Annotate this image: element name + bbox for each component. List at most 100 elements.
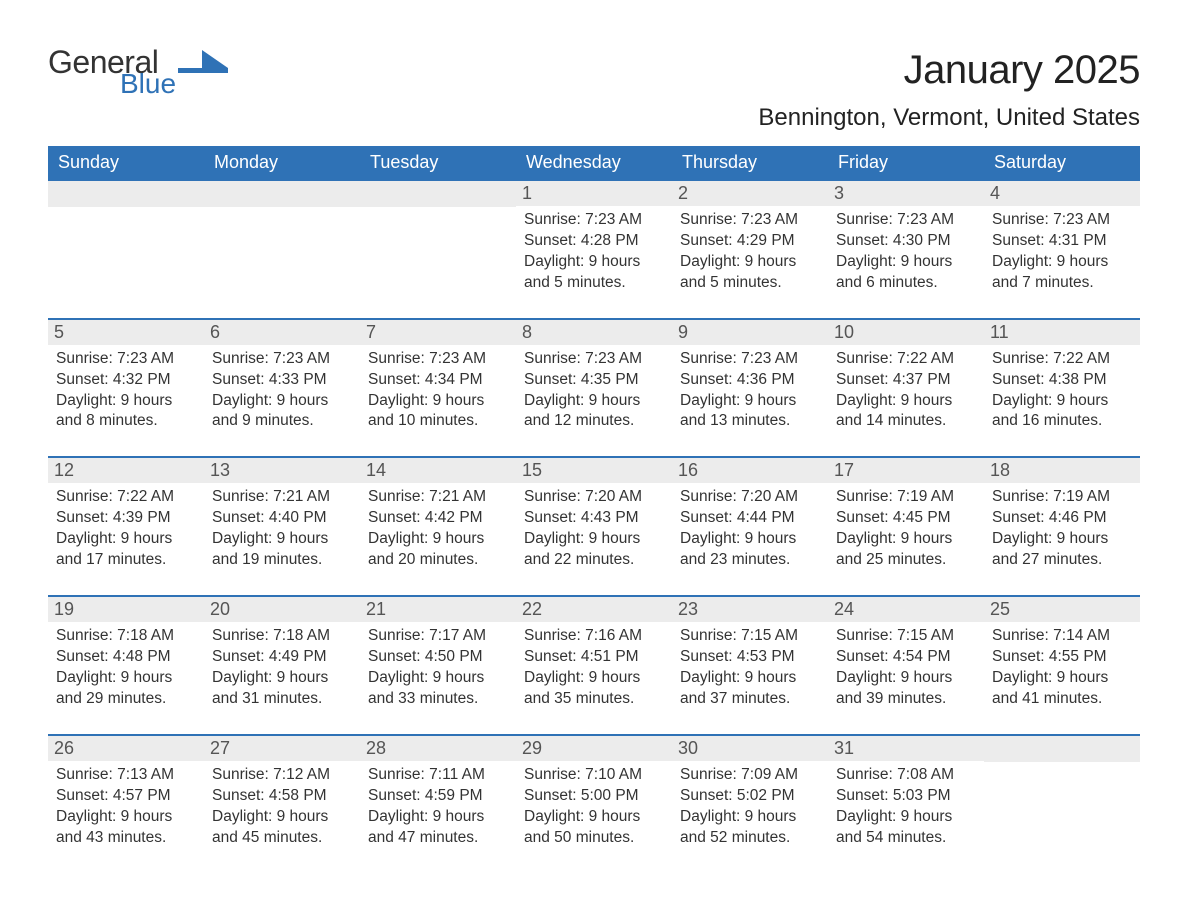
- daylight-text: Daylight: 9 hours and 9 minutes.: [212, 391, 352, 433]
- sunset-text: Sunset: 4:49 PM: [212, 647, 352, 668]
- day-number: 9: [672, 320, 828, 345]
- calendar-body: 1Sunrise: 7:23 AMSunset: 4:28 PMDaylight…: [48, 180, 1140, 872]
- calendar-day-cell: 29Sunrise: 7:10 AMSunset: 5:00 PMDayligh…: [516, 735, 672, 873]
- calendar-day-cell: 26Sunrise: 7:13 AMSunset: 4:57 PMDayligh…: [48, 735, 204, 873]
- sunset-text: Sunset: 4:55 PM: [992, 647, 1132, 668]
- header: General Blue January 2025: [48, 48, 1140, 96]
- sunset-text: Sunset: 4:33 PM: [212, 370, 352, 391]
- calendar-week-row: 1Sunrise: 7:23 AMSunset: 4:28 PMDaylight…: [48, 180, 1140, 319]
- sunrise-text: Sunrise: 7:15 AM: [680, 626, 820, 647]
- day-number: 10: [828, 320, 984, 345]
- sunrise-text: Sunrise: 7:18 AM: [56, 626, 196, 647]
- calendar-day-cell: 30Sunrise: 7:09 AMSunset: 5:02 PMDayligh…: [672, 735, 828, 873]
- daylight-text: Daylight: 9 hours and 37 minutes.: [680, 668, 820, 710]
- day-details: Sunrise: 7:13 AMSunset: 4:57 PMDaylight:…: [54, 765, 198, 849]
- day-number: 14: [360, 458, 516, 483]
- day-details: Sunrise: 7:18 AMSunset: 4:49 PMDaylight:…: [210, 626, 354, 710]
- daylight-text: Daylight: 9 hours and 12 minutes.: [524, 391, 664, 433]
- sunrise-text: Sunrise: 7:23 AM: [524, 349, 664, 370]
- sunset-text: Sunset: 4:39 PM: [56, 508, 196, 529]
- sunrise-text: Sunrise: 7:23 AM: [524, 210, 664, 231]
- day-details: Sunrise: 7:22 AMSunset: 4:37 PMDaylight:…: [834, 349, 978, 433]
- day-number: 18: [984, 458, 1140, 483]
- sunset-text: Sunset: 4:35 PM: [524, 370, 664, 391]
- daylight-text: Daylight: 9 hours and 14 minutes.: [836, 391, 976, 433]
- day-number: 20: [204, 597, 360, 622]
- daylight-text: Daylight: 9 hours and 29 minutes.: [56, 668, 196, 710]
- sunset-text: Sunset: 4:28 PM: [524, 231, 664, 252]
- calendar-day-cell: 19Sunrise: 7:18 AMSunset: 4:48 PMDayligh…: [48, 596, 204, 735]
- calendar-day-cell: 2Sunrise: 7:23 AMSunset: 4:29 PMDaylight…: [672, 180, 828, 319]
- sunset-text: Sunset: 4:48 PM: [56, 647, 196, 668]
- logo: General Blue: [48, 48, 228, 96]
- daylight-text: Daylight: 9 hours and 17 minutes.: [56, 529, 196, 571]
- calendar-day-cell: 3Sunrise: 7:23 AMSunset: 4:30 PMDaylight…: [828, 180, 984, 319]
- sunrise-text: Sunrise: 7:19 AM: [992, 487, 1132, 508]
- dow-header: Thursday: [672, 146, 828, 180]
- daylight-text: Daylight: 9 hours and 27 minutes.: [992, 529, 1132, 571]
- day-of-week-row: SundayMondayTuesdayWednesdayThursdayFrid…: [48, 146, 1140, 180]
- daylight-text: Daylight: 9 hours and 8 minutes.: [56, 391, 196, 433]
- calendar-week-row: 26Sunrise: 7:13 AMSunset: 4:57 PMDayligh…: [48, 735, 1140, 873]
- day-number: [48, 181, 204, 207]
- calendar-day-cell: 24Sunrise: 7:15 AMSunset: 4:54 PMDayligh…: [828, 596, 984, 735]
- sunset-text: Sunset: 4:31 PM: [992, 231, 1132, 252]
- day-number: 8: [516, 320, 672, 345]
- day-details: Sunrise: 7:23 AMSunset: 4:29 PMDaylight:…: [678, 210, 822, 294]
- calendar-day-cell: 12Sunrise: 7:22 AMSunset: 4:39 PMDayligh…: [48, 457, 204, 596]
- day-details: Sunrise: 7:23 AMSunset: 4:32 PMDaylight:…: [54, 349, 198, 433]
- sunset-text: Sunset: 5:02 PM: [680, 786, 820, 807]
- day-details: Sunrise: 7:17 AMSunset: 4:50 PMDaylight:…: [366, 626, 510, 710]
- daylight-text: Daylight: 9 hours and 13 minutes.: [680, 391, 820, 433]
- day-number: 3: [828, 181, 984, 206]
- day-number: 13: [204, 458, 360, 483]
- sunrise-text: Sunrise: 7:21 AM: [212, 487, 352, 508]
- calendar-day-cell: 7Sunrise: 7:23 AMSunset: 4:34 PMDaylight…: [360, 319, 516, 458]
- sunrise-text: Sunrise: 7:22 AM: [56, 487, 196, 508]
- sunset-text: Sunset: 4:54 PM: [836, 647, 976, 668]
- dow-header: Friday: [828, 146, 984, 180]
- daylight-text: Daylight: 9 hours and 31 minutes.: [212, 668, 352, 710]
- sunrise-text: Sunrise: 7:23 AM: [368, 349, 508, 370]
- location-subtitle: Bennington, Vermont, United States: [48, 104, 1140, 132]
- day-details: Sunrise: 7:21 AMSunset: 4:40 PMDaylight:…: [210, 487, 354, 571]
- sunset-text: Sunset: 4:43 PM: [524, 508, 664, 529]
- dow-header: Tuesday: [360, 146, 516, 180]
- sunset-text: Sunset: 4:32 PM: [56, 370, 196, 391]
- sunrise-text: Sunrise: 7:22 AM: [992, 349, 1132, 370]
- sunset-text: Sunset: 4:46 PM: [992, 508, 1132, 529]
- daylight-text: Daylight: 9 hours and 16 minutes.: [992, 391, 1132, 433]
- calendar-day-cell: 6Sunrise: 7:23 AMSunset: 4:33 PMDaylight…: [204, 319, 360, 458]
- day-number: 15: [516, 458, 672, 483]
- calendar-day-cell: 20 Sunrise: 7:18 AMSunset: 4:49 PMDayligh…: [204, 596, 360, 735]
- calendar-day-cell: 5Sunrise: 7:23 AMSunset: 4:32 PMDaylight…: [48, 319, 204, 458]
- day-details: Sunrise: 7:15 AMSunset: 4:53 PMDaylight:…: [678, 626, 822, 710]
- daylight-text: Daylight: 9 hours and 25 minutes.: [836, 529, 976, 571]
- daylight-text: Daylight: 9 hours and 20 minutes.: [368, 529, 508, 571]
- day-details: Sunrise: 7:11 AMSunset: 4:59 PMDaylight:…: [366, 765, 510, 849]
- sunrise-text: Sunrise: 7:20 AM: [524, 487, 664, 508]
- day-details: Sunrise: 7:22 AMSunset: 4:39 PMDaylight:…: [54, 487, 198, 571]
- sunset-text: Sunset: 4:34 PM: [368, 370, 508, 391]
- calendar-empty-cell: [984, 735, 1140, 873]
- calendar-empty-cell: [360, 180, 516, 319]
- daylight-text: Daylight: 9 hours and 43 minutes.: [56, 807, 196, 849]
- daylight-text: Daylight: 9 hours and 41 minutes.: [992, 668, 1132, 710]
- sunrise-text: Sunrise: 7:22 AM: [836, 349, 976, 370]
- calendar-week-row: 5Sunrise: 7:23 AMSunset: 4:32 PMDaylight…: [48, 319, 1140, 458]
- calendar-week-row: 12Sunrise: 7:22 AMSunset: 4:39 PMDayligh…: [48, 457, 1140, 596]
- day-details: Sunrise: 7:20 AMSunset: 4:43 PMDaylight:…: [522, 487, 666, 571]
- calendar-day-cell: 21Sunrise: 7:17 AMSunset: 4:50 PMDayligh…: [360, 596, 516, 735]
- daylight-text: Daylight: 9 hours and 5 minutes.: [524, 252, 664, 294]
- sunset-text: Sunset: 4:45 PM: [836, 508, 976, 529]
- day-number: 11: [984, 320, 1140, 345]
- calendar-week-row: 19Sunrise: 7:18 AMSunset: 4:48 PMDayligh…: [48, 596, 1140, 735]
- calendar-day-cell: 31Sunrise: 7:08 AMSunset: 5:03 PMDayligh…: [828, 735, 984, 873]
- sunrise-text: Sunrise: 7:10 AM: [524, 765, 664, 786]
- day-number: 28: [360, 736, 516, 761]
- day-details: Sunrise: 7:21 AMSunset: 4:42 PMDaylight:…: [366, 487, 510, 571]
- calendar-day-cell: 4Sunrise: 7:23 AMSunset: 4:31 PMDaylight…: [984, 180, 1140, 319]
- day-details: Sunrise: 7:19 AMSunset: 4:45 PMDaylight:…: [834, 487, 978, 571]
- sunrise-text: Sunrise: 7:11 AM: [368, 765, 508, 786]
- sunset-text: Sunset: 4:38 PM: [992, 370, 1132, 391]
